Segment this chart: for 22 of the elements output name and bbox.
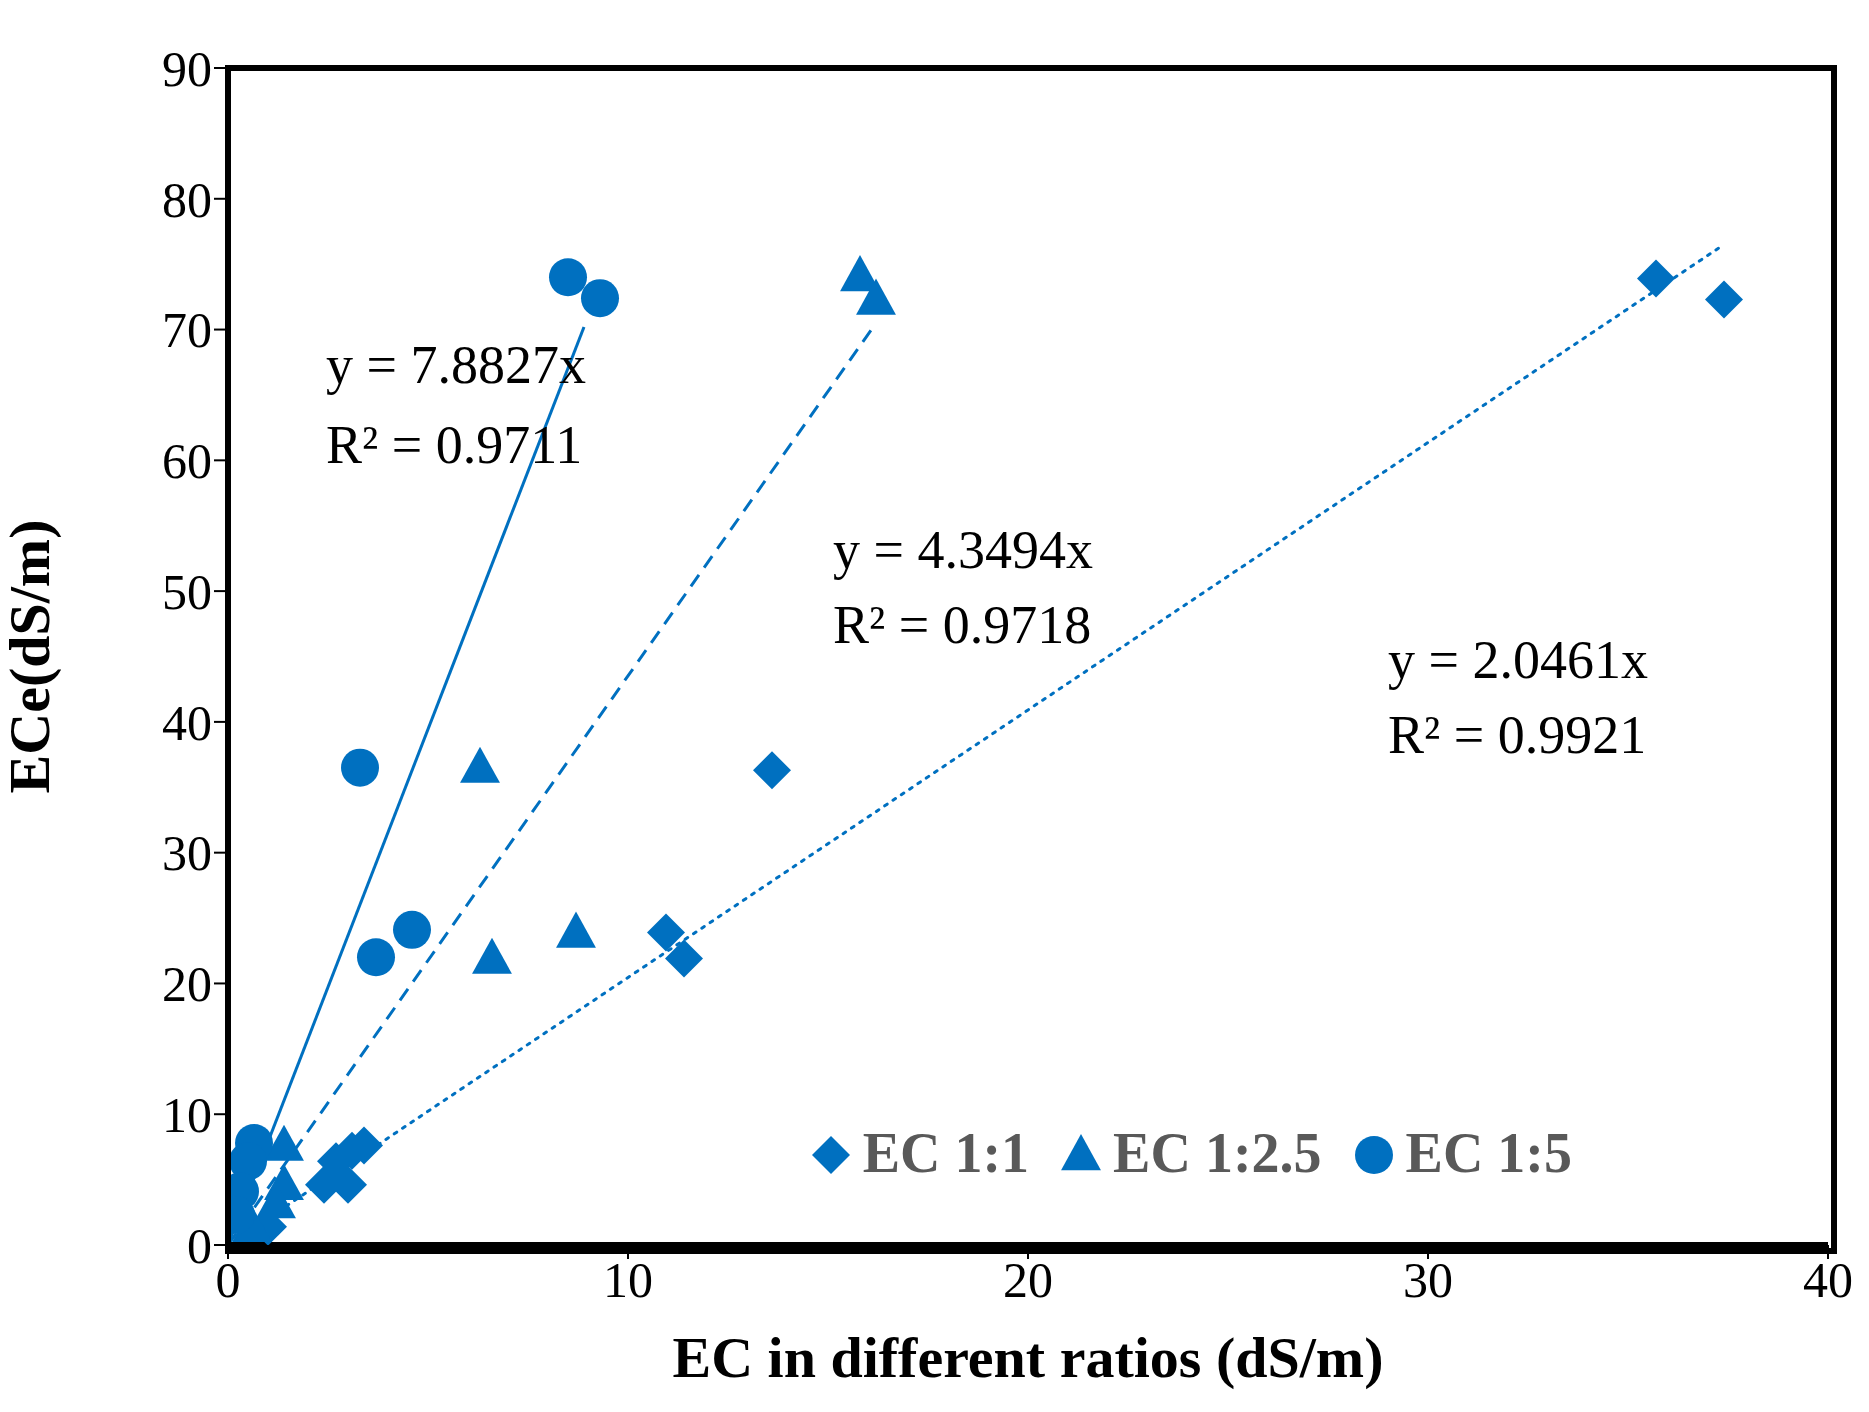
- annotation: R² = 0.9921: [1388, 705, 1647, 765]
- legend-label: EC 1:2.5: [1113, 1122, 1322, 1184]
- y-tick-label: 90: [162, 40, 212, 97]
- y-tick-label: 20: [162, 956, 212, 1013]
- y-tick-label: 60: [162, 433, 212, 490]
- y-tick-label: 50: [162, 563, 212, 620]
- y-tick-label: 80: [162, 171, 212, 228]
- annotation: y = 2.0461x: [1388, 630, 1648, 690]
- legend-label: EC 1:5: [1405, 1122, 1572, 1184]
- legend-label: EC 1:1: [862, 1122, 1030, 1184]
- annotation: R² = 0.9718: [833, 595, 1092, 655]
- y-tick-label: 70: [162, 302, 212, 359]
- y-tick-label: 10: [162, 1086, 212, 1143]
- x-tick-label: 30: [1403, 1251, 1453, 1308]
- x-tick-label: 40: [1803, 1251, 1853, 1308]
- x-tick-label: 20: [1003, 1251, 1053, 1308]
- y-tick-label: 30: [162, 825, 212, 882]
- x-axis-title: EC in different ratios (dS/m): [672, 1325, 1384, 1390]
- y-axis-title: ECe(dS/m): [0, 519, 62, 794]
- y-tick-label: 40: [162, 694, 212, 751]
- x-tick-label: 10: [603, 1251, 653, 1308]
- annotation: y = 4.3494x: [833, 520, 1093, 580]
